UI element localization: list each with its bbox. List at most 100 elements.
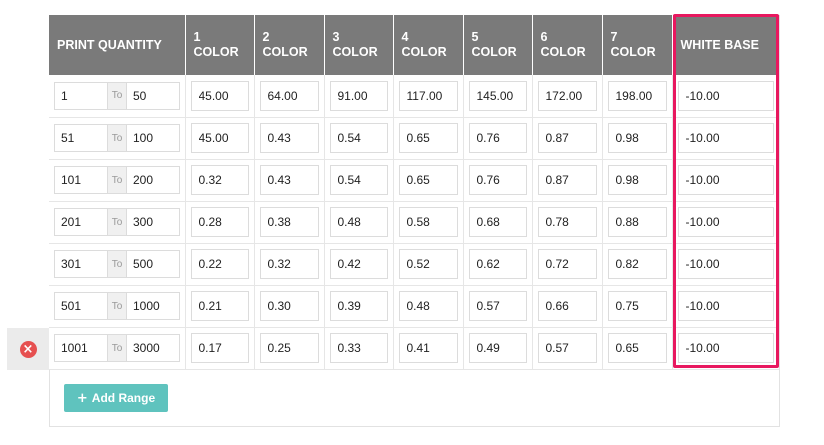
price-3-color-input[interactable] (329, 80, 388, 111)
quantity-from-input[interactable] (55, 125, 107, 151)
header-6-color: 6 COLOR (532, 15, 603, 75)
price-cell (185, 117, 255, 160)
price-6-color-input[interactable] (537, 291, 597, 321)
price-5-color-input[interactable] (468, 291, 527, 321)
white-base-input[interactable] (677, 80, 774, 111)
white-base-cell (672, 243, 779, 286)
quantity-range: To (54, 208, 180, 236)
table-header-row: PRINT QUANTITY 1 COLOR 2 COLOR 3 COLOR 4 COL… (49, 15, 779, 75)
price-cell (254, 201, 325, 244)
price-1-color-input[interactable] (190, 80, 249, 111)
price-cell (254, 285, 325, 328)
price-6-color-input[interactable] (537, 333, 597, 363)
price-cell (532, 285, 603, 328)
price-5-color-input[interactable] (468, 207, 527, 237)
add-range-button[interactable]: + Add Range (64, 384, 168, 412)
price-7-color-input[interactable] (607, 80, 667, 111)
price-7-color-input[interactable] (607, 123, 667, 153)
price-4-color-input[interactable] (398, 291, 458, 321)
quantity-from-input[interactable] (55, 293, 107, 319)
price-3-color-input[interactable] (329, 333, 388, 363)
quantity-to-input[interactable] (127, 167, 179, 193)
quantity-to-input[interactable] (127, 209, 179, 235)
price-5-color-input[interactable] (468, 333, 527, 363)
quantity-from-input[interactable] (55, 335, 107, 361)
quantity-cell: To (49, 75, 186, 118)
price-cell (185, 285, 255, 328)
price-1-color-input[interactable] (190, 207, 249, 237)
price-3-color-input[interactable] (329, 249, 388, 279)
price-2-color-input[interactable] (259, 123, 319, 153)
quantity-from-input[interactable] (55, 167, 107, 193)
price-1-color-input[interactable] (190, 291, 249, 321)
price-cell (393, 327, 464, 370)
price-3-color-input[interactable] (329, 123, 388, 153)
price-cell (393, 75, 464, 118)
price-2-color-input[interactable] (259, 249, 319, 279)
price-6-color-input[interactable] (537, 207, 597, 237)
price-cell (324, 201, 394, 244)
price-7-color-input[interactable] (607, 207, 667, 237)
quantity-from-input[interactable] (55, 251, 107, 277)
price-7-color-input[interactable] (607, 249, 667, 279)
price-1-color-input[interactable] (190, 165, 249, 195)
quantity-to-input[interactable] (127, 125, 179, 151)
price-5-color-input[interactable] (468, 80, 527, 111)
price-1-color-input[interactable] (190, 333, 249, 363)
header-print-quantity: PRINT QUANTITY (49, 15, 186, 75)
price-5-color-input[interactable] (468, 165, 527, 195)
white-base-input[interactable] (677, 249, 774, 279)
quantity-from-input[interactable] (55, 82, 107, 109)
quantity-to-input[interactable] (127, 82, 179, 109)
price-2-color-input[interactable] (259, 207, 319, 237)
price-cell (185, 201, 255, 244)
price-4-color-input[interactable] (398, 123, 458, 153)
price-1-color-input[interactable] (190, 249, 249, 279)
price-5-color-input[interactable] (468, 123, 527, 153)
price-7-color-input[interactable] (607, 165, 667, 195)
price-4-color-input[interactable] (398, 165, 458, 195)
quantity-to-input[interactable] (127, 335, 179, 361)
price-7-color-input[interactable] (607, 291, 667, 321)
white-base-input[interactable] (677, 165, 774, 195)
price-4-color-input[interactable] (398, 249, 458, 279)
quantity-to-input[interactable] (127, 251, 179, 277)
price-6-color-input[interactable] (537, 123, 597, 153)
price-cell (185, 243, 255, 286)
remove-row-cell: × (7, 328, 49, 370)
price-cell (254, 75, 325, 118)
white-base-input[interactable] (677, 291, 774, 321)
price-2-color-input[interactable] (259, 333, 319, 363)
price-cell (324, 327, 394, 370)
quantity-from-input[interactable] (55, 209, 107, 235)
to-label: To (107, 209, 127, 235)
price-5-color-input[interactable] (468, 249, 527, 279)
price-1-color-input[interactable] (190, 123, 249, 153)
price-4-color-input[interactable] (398, 333, 458, 363)
price-4-color-input[interactable] (398, 80, 458, 111)
price-cell (602, 201, 673, 244)
price-6-color-input[interactable] (537, 249, 597, 279)
white-base-input[interactable] (677, 207, 774, 237)
to-label: To (107, 293, 127, 319)
price-2-color-input[interactable] (259, 80, 319, 111)
price-4-color-input[interactable] (398, 207, 458, 237)
price-cell (602, 75, 673, 118)
price-3-color-input[interactable] (329, 207, 388, 237)
price-cell (185, 327, 255, 370)
price-cell (463, 159, 533, 202)
price-cell (602, 327, 673, 370)
price-2-color-input[interactable] (259, 165, 319, 195)
price-6-color-input[interactable] (537, 80, 597, 111)
remove-circle-icon[interactable]: × (19, 340, 37, 358)
price-7-color-input[interactable] (607, 333, 667, 363)
price-cell (463, 285, 533, 328)
quantity-to-input[interactable] (127, 293, 179, 319)
price-3-color-input[interactable] (329, 165, 388, 195)
white-base-input[interactable] (677, 333, 774, 363)
price-3-color-input[interactable] (329, 291, 388, 321)
table-row: To (49, 243, 779, 286)
price-6-color-input[interactable] (537, 165, 597, 195)
price-2-color-input[interactable] (259, 291, 319, 321)
white-base-input[interactable] (677, 123, 774, 153)
